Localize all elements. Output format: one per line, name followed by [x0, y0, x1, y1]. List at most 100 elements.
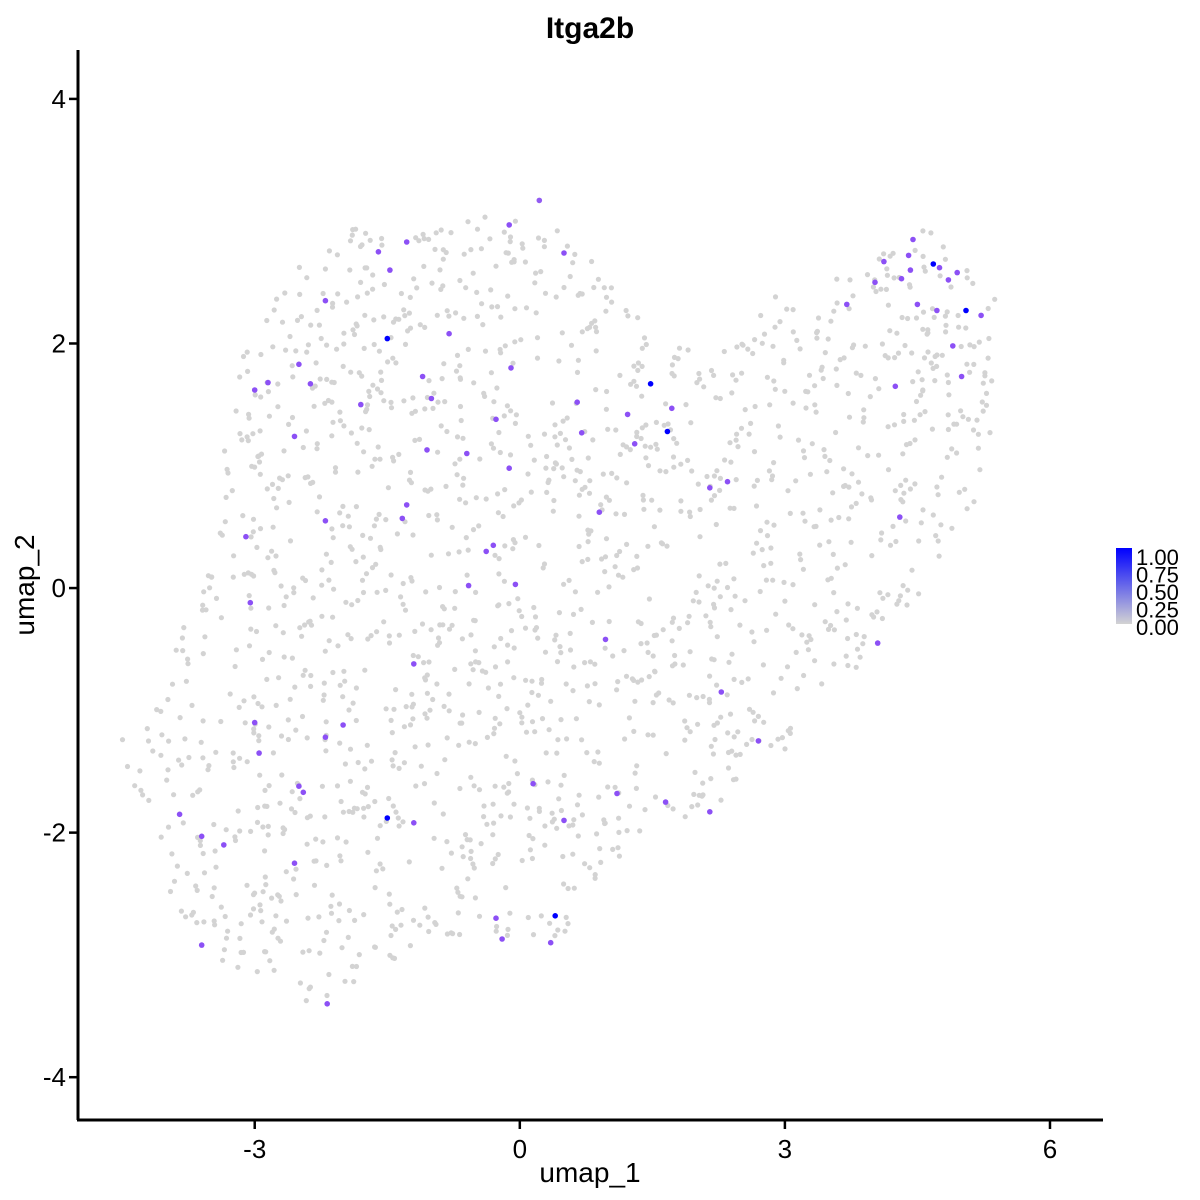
- data-point: [819, 681, 825, 687]
- data-point: [899, 314, 905, 321]
- data-point: [920, 309, 927, 315]
- data-point: [218, 615, 224, 621]
- data-point: [440, 256, 446, 262]
- data-point: [553, 461, 560, 467]
- data-point: [570, 851, 576, 857]
- data-point: [623, 307, 629, 314]
- data-point: [197, 842, 203, 849]
- expressing-point: [322, 297, 329, 304]
- data-point: [495, 491, 501, 497]
- data-point: [827, 457, 833, 464]
- data-point: [790, 582, 796, 588]
- data-point: [757, 528, 764, 534]
- data-point: [797, 346, 803, 352]
- data-point: [169, 851, 175, 857]
- data-point: [694, 380, 700, 386]
- data-point: [734, 431, 740, 437]
- data-point: [606, 584, 612, 590]
- data-point: [561, 284, 567, 291]
- data-point: [355, 294, 361, 300]
- data-point: [251, 730, 257, 736]
- data-point: [395, 815, 401, 821]
- data-point: [621, 648, 627, 654]
- expressing-point: [384, 815, 391, 821]
- data-point: [834, 300, 840, 306]
- data-point: [360, 554, 366, 560]
- data-point: [497, 449, 503, 456]
- data-point: [861, 415, 867, 421]
- data-point: [845, 635, 851, 642]
- data-point: [370, 382, 376, 388]
- data-point: [498, 314, 504, 320]
- data-point: [777, 319, 783, 325]
- data-point: [407, 469, 414, 475]
- data-point: [916, 591, 922, 597]
- data-point: [322, 814, 328, 820]
- data-point: [383, 517, 389, 523]
- data-point: [481, 814, 487, 820]
- data-point: [393, 360, 399, 366]
- data-point: [709, 656, 715, 662]
- data-point: [615, 679, 621, 685]
- data-point: [359, 577, 366, 583]
- data-point: [356, 952, 362, 958]
- data-point: [378, 369, 384, 375]
- data-point: [554, 659, 561, 665]
- expressing-point: [905, 252, 912, 259]
- data-point: [389, 730, 395, 736]
- data-point: [541, 244, 548, 250]
- data-point: [490, 801, 496, 807]
- data-point: [360, 532, 366, 539]
- data-point: [617, 372, 623, 378]
- data-point: [845, 662, 851, 669]
- data-point: [790, 400, 796, 406]
- data-point: [412, 437, 418, 443]
- data-point: [586, 699, 592, 705]
- data-point: [435, 635, 442, 641]
- y-tick-label: 4: [52, 84, 66, 114]
- data-point: [324, 992, 330, 999]
- data-point: [525, 471, 531, 477]
- data-point: [653, 419, 660, 425]
- data-point: [343, 599, 349, 605]
- data-point: [258, 351, 264, 358]
- data-point: [685, 457, 691, 463]
- data-point: [410, 652, 416, 659]
- data-point: [461, 315, 467, 321]
- data-point: [529, 689, 535, 696]
- data-point: [231, 553, 237, 559]
- data-point: [307, 813, 313, 819]
- data-point: [138, 787, 144, 793]
- data-point: [558, 650, 564, 656]
- data-point: [879, 615, 886, 622]
- data-point: [869, 612, 875, 618]
- data-point: [503, 753, 509, 759]
- data-point: [751, 639, 757, 645]
- data-point: [687, 729, 693, 735]
- data-point: [176, 757, 182, 763]
- data-point: [801, 455, 808, 461]
- data-point: [303, 998, 309, 1004]
- data-point: [308, 672, 314, 679]
- data-point: [353, 559, 359, 565]
- data-point: [374, 386, 381, 392]
- data-point: [670, 806, 676, 812]
- data-point: [430, 405, 436, 411]
- data-point: [250, 529, 256, 535]
- data-point: [346, 907, 352, 914]
- data-point: [616, 829, 622, 836]
- data-point: [764, 374, 771, 380]
- data-point: [534, 355, 541, 361]
- data-point: [530, 932, 537, 938]
- data-point: [421, 263, 427, 269]
- data-point: [830, 490, 836, 496]
- data-point: [239, 437, 245, 443]
- expressing-point: [907, 267, 914, 273]
- data-point: [452, 461, 458, 467]
- data-point: [436, 584, 443, 591]
- data-point: [964, 275, 970, 281]
- data-point: [522, 625, 529, 631]
- data-point: [971, 499, 977, 505]
- data-point: [692, 769, 698, 776]
- expressing-point: [499, 936, 505, 942]
